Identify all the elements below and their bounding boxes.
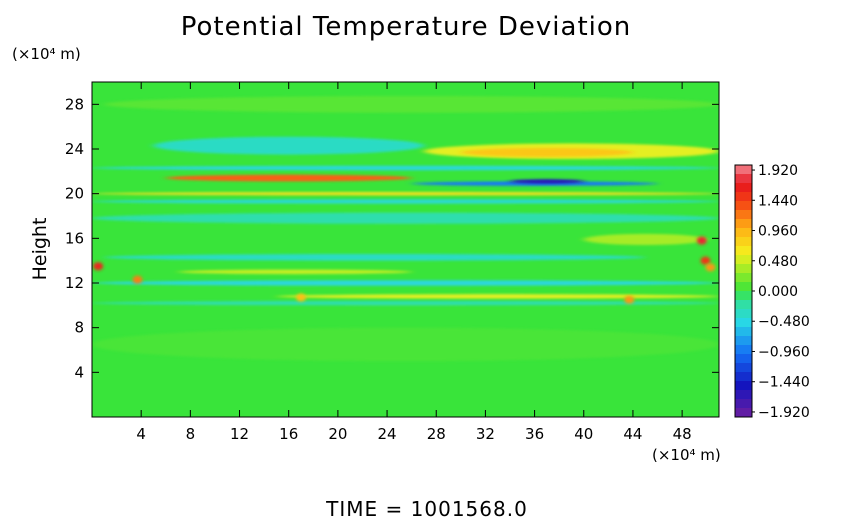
- colorbar-segment: [735, 336, 752, 346]
- y-tick-label: 4: [74, 363, 84, 381]
- colorbar-label: 0.480: [758, 254, 798, 270]
- plot-area: [92, 82, 719, 417]
- colorbar-segment: [735, 165, 752, 175]
- colorbar-label: 1.920: [758, 163, 798, 179]
- colorbar-segment: [735, 399, 752, 409]
- field-spot: [705, 263, 716, 272]
- colorbar-segment: [735, 363, 752, 373]
- y-tick-label: 20: [65, 185, 84, 203]
- colorbar-segment: [735, 291, 752, 301]
- colorbar-segment: [735, 282, 752, 292]
- x-tick-label: 28: [427, 425, 446, 443]
- y-tick-label: 24: [65, 140, 84, 158]
- field-band: [509, 179, 584, 184]
- x-tick-label: 36: [525, 425, 544, 443]
- colorbar-segment: [735, 192, 752, 202]
- colorbar-segment: [735, 174, 752, 184]
- field-band: [178, 269, 412, 275]
- field-band: [92, 199, 719, 204]
- field-band: [92, 212, 719, 224]
- colorbar-label: −1.440: [758, 375, 810, 391]
- colorbar-segment: [735, 300, 752, 310]
- x-tick-label: 24: [378, 425, 397, 443]
- x-tick-label: 48: [673, 425, 692, 443]
- field-spot: [132, 275, 143, 284]
- field-spot: [296, 293, 306, 302]
- field-band: [460, 147, 633, 157]
- colorbar-segment: [735, 201, 752, 211]
- colorbar-segment: [735, 210, 752, 220]
- colorbar-segment: [735, 246, 752, 256]
- colorbar-segment: [735, 228, 752, 238]
- colorbar-label: 0.960: [758, 224, 798, 240]
- colorbar-segment: [735, 318, 752, 328]
- colorbar-segment: [735, 255, 752, 265]
- colorbar-segment: [735, 372, 752, 382]
- chart-title: Potential Temperature Deviation: [180, 12, 632, 42]
- field-spot: [700, 256, 711, 265]
- field-band: [92, 327, 719, 362]
- colorbar-segment: [735, 273, 752, 283]
- field-band: [165, 174, 412, 182]
- field-spot: [696, 236, 707, 245]
- colorbar-label: −0.960: [758, 344, 810, 360]
- colorbar-segment: [735, 408, 752, 418]
- colorbar-segment: [735, 183, 752, 193]
- x-tick-label: 44: [623, 425, 642, 443]
- field-band: [92, 280, 719, 286]
- x-tick-label: 32: [476, 425, 495, 443]
- field-band: [104, 95, 719, 113]
- x-tick-label: 12: [230, 425, 249, 443]
- colorbar-segment: [735, 327, 752, 337]
- field-band: [92, 300, 719, 306]
- colorbar-segment: [735, 237, 752, 247]
- y-axis-unit: (×10⁴ m): [12, 45, 81, 63]
- field-band: [92, 165, 719, 171]
- colorbar-segment: [735, 309, 752, 319]
- colorbar-segment: [735, 354, 752, 364]
- x-tick-label: 8: [186, 425, 196, 443]
- field-spot: [624, 295, 635, 304]
- y-tick-label: 12: [65, 274, 84, 292]
- colorbar-label: 0.000: [758, 284, 798, 300]
- field-band: [276, 294, 719, 299]
- colorbar-segment: [735, 390, 752, 400]
- field-band: [583, 233, 707, 246]
- colorbar-segment: [735, 345, 752, 355]
- time-label: TIME = 1001568.0: [326, 497, 528, 521]
- y-tick-label: 16: [65, 229, 84, 247]
- field-spot: [93, 262, 104, 271]
- y-tick-label: 8: [74, 319, 84, 337]
- colorbar-label: 1.440: [758, 193, 798, 209]
- x-tick-label: 40: [574, 425, 593, 443]
- field-band: [92, 191, 719, 196]
- plot-frame: [91, 81, 720, 418]
- field-band: [104, 253, 646, 261]
- x-tick-label: 20: [328, 425, 347, 443]
- x-axis-unit: (×10⁴ m): [652, 446, 721, 464]
- y-tick-label: 28: [65, 95, 84, 113]
- x-tick-label: 4: [136, 425, 146, 443]
- colorbar-segment: [735, 264, 752, 274]
- field-band: [411, 181, 658, 186]
- colorbar-label: −1.920: [758, 405, 810, 421]
- colorbar-segment: [735, 219, 752, 229]
- colorbar-segment: [735, 381, 752, 391]
- x-tick-label: 16: [279, 425, 298, 443]
- field-band: [153, 136, 424, 155]
- colorbar-label: −0.480: [758, 314, 810, 330]
